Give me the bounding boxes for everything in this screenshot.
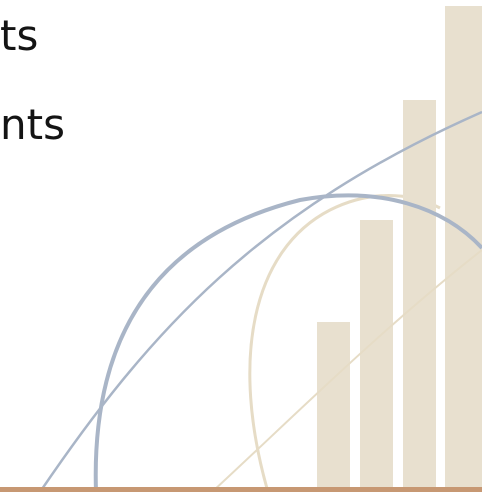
text-line-1: ts xyxy=(0,11,39,60)
blue-arc-2 xyxy=(38,110,482,492)
text-line-2: nts xyxy=(0,100,65,149)
bar-3 xyxy=(403,100,436,492)
tan-arc xyxy=(248,194,441,492)
bar-4 xyxy=(445,6,482,492)
baseline xyxy=(0,487,482,492)
tan-diagonal xyxy=(211,249,482,492)
blue-arc-1 xyxy=(93,193,482,492)
bar-1 xyxy=(317,322,350,492)
bar-2 xyxy=(360,220,393,492)
